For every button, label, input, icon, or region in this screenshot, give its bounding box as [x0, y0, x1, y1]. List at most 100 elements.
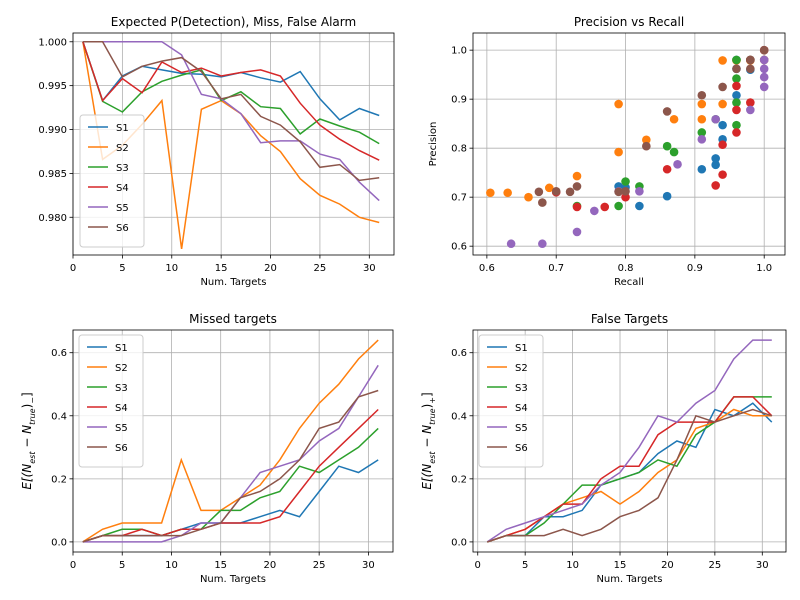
plot-title: Precision vs Recall: [574, 15, 684, 29]
y-tick-label: 0.6: [451, 242, 467, 253]
scatter-point: [503, 188, 512, 198]
legend: S1 S2 S3 S4 S5 S6: [478, 334, 544, 468]
legend-label: S2: [515, 363, 528, 374]
x-tick-label: 30: [362, 560, 375, 571]
legend-label: S4: [116, 183, 129, 194]
scatter-point: [718, 56, 727, 65]
legend-label: S3: [116, 163, 129, 174]
x-axis-label: Recall: [614, 277, 644, 288]
legend: S1 S2 S3 S4 S5 S6: [79, 114, 145, 248]
scatter-point: [732, 64, 741, 74]
series-line: [82, 41, 380, 202]
scatter-point: [697, 90, 707, 100]
scatter-point: [614, 99, 623, 109]
scatter-point: [759, 45, 769, 55]
legend-label: S4: [115, 403, 128, 414]
legend-label: S6: [515, 443, 528, 454]
scatter-point: [662, 141, 672, 151]
scatter-point: [732, 90, 741, 100]
scatter-point: [662, 191, 672, 201]
series-line: [486, 339, 772, 543]
scatter-point: [697, 164, 707, 174]
x-axis-label: Num. Targets: [596, 574, 662, 585]
x-tick-label: 0.7: [548, 263, 564, 274]
scatter-point: [621, 186, 630, 196]
x-tick-label: 15: [215, 263, 228, 274]
axes-frame: [72, 329, 394, 553]
series-line: [82, 41, 380, 182]
x-tick-label: 20: [264, 263, 277, 274]
scatter-point: [534, 187, 544, 197]
scatter-point: [718, 82, 727, 92]
scatter-point: [614, 147, 623, 157]
y-tick-label: 0.985: [38, 169, 67, 180]
x-tick-label: 5: [522, 560, 528, 571]
plot-title: Expected P(Detection), Miss, False Alarm: [111, 15, 356, 29]
x-tick-label: 30: [756, 560, 769, 571]
x-tick-label: 0: [70, 263, 76, 274]
x-tick-label: 10: [566, 560, 579, 571]
legend-label: S3: [115, 383, 128, 394]
legend-label: S1: [115, 343, 128, 354]
scatter-point: [711, 114, 720, 124]
scatter-point: [732, 105, 741, 115]
scatter-point: [506, 239, 516, 249]
scatter-point: [711, 160, 720, 170]
legend: S1 S2 S3 S4 S5 S6: [78, 334, 144, 468]
scatter-point: [697, 114, 707, 124]
legend-label: S1: [116, 123, 129, 134]
x-tick-label: 0.6: [479, 263, 495, 274]
x-tick-label: 25: [708, 560, 721, 571]
x-tick-label: 5: [119, 263, 125, 274]
scatter-point: [486, 188, 495, 198]
y-tick-label: 0.980: [38, 213, 67, 224]
x-tick-label: 0.9: [687, 263, 703, 274]
x-tick-label: 0.8: [618, 263, 634, 274]
plot-title: Missed targets: [189, 312, 277, 326]
plot-title: False Targets: [591, 312, 668, 326]
legend-label: S5: [115, 423, 128, 434]
y-tick-label: 0.2: [51, 474, 67, 485]
x-tick-label: 25: [313, 560, 326, 571]
x-axis-label: Num. Targets: [200, 574, 266, 585]
scatter-point: [572, 202, 582, 212]
legend-label: S3: [515, 383, 528, 394]
scatter-point: [621, 192, 630, 202]
x-tick-label: 10: [165, 560, 178, 571]
scatter-point: [565, 187, 575, 197]
x-axis-label: Num. Targets: [200, 277, 266, 288]
x-tick-label: 0: [475, 560, 481, 571]
scatter-point: [524, 192, 533, 202]
x-tick-label: 0: [70, 560, 76, 571]
series-line: [486, 396, 773, 543]
legend-label: S5: [116, 203, 129, 214]
scatter-point: [538, 239, 547, 249]
x-tick-label: 25: [314, 263, 327, 274]
x-tick-label: 30: [363, 263, 376, 274]
y-tick-label: 0.6: [451, 348, 467, 359]
plot-missed-targets: 0 5 10 15 20 25 30 0.0 0.2 0.4 0.6 Missed targets Nu…: [20, 312, 394, 585]
axes-frame: [72, 32, 395, 256]
y-tick-label: 0.990: [38, 125, 67, 136]
scatter-point: [711, 181, 720, 190]
legend-label: S5: [515, 423, 528, 434]
x-tick-label: 15: [214, 560, 227, 571]
scatter-point: [759, 72, 769, 82]
scatter-point: [759, 64, 769, 74]
scatter-point: [538, 198, 547, 207]
scatter-point: [621, 177, 630, 186]
scatter-point: [718, 140, 727, 150]
x-tick-label: 10: [165, 263, 178, 274]
y-tick-label: 0.7: [451, 193, 467, 204]
scatter-point: [746, 98, 755, 107]
legend-label: S2: [116, 143, 129, 154]
y-tick-label: 0.4: [51, 411, 67, 422]
y-tick-label: 0.4: [451, 411, 467, 422]
scatter-point: [544, 183, 554, 193]
scatter-point: [600, 202, 610, 212]
x-tick-label: 15: [614, 560, 627, 571]
scatter-point: [673, 160, 682, 169]
legend-frame: [78, 334, 144, 468]
scatter-point: [662, 164, 672, 174]
